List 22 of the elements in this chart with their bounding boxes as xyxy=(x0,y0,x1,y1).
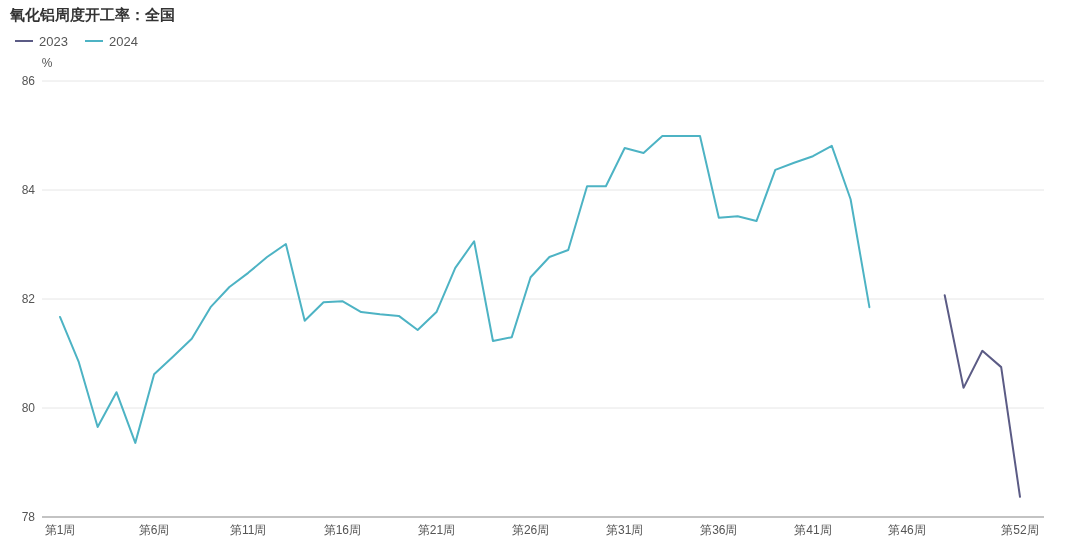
legend-label: 2024 xyxy=(109,34,138,49)
x-tick-label: 第16周 xyxy=(323,523,362,537)
y-tick-label: 84 xyxy=(21,183,36,197)
x-tick-label: 第1周 xyxy=(44,523,76,537)
y-tick-label: 86 xyxy=(21,74,36,88)
x-tick-label: 第21周 xyxy=(417,523,456,537)
x-tick-label: 第36周 xyxy=(700,523,738,537)
line-series xyxy=(59,135,871,444)
y-tick-label: 78 xyxy=(21,510,36,524)
x-tick-label: 第31周 xyxy=(606,523,644,537)
x-tick-label: 第11周 xyxy=(230,523,267,537)
legend-label: 2023 xyxy=(39,34,68,49)
x-tick-label: 第52周 xyxy=(1001,523,1039,537)
line-series xyxy=(943,294,1021,498)
title: 氧化铝周度开工率：全国 xyxy=(10,6,175,23)
y-tick-label: 80 xyxy=(21,401,36,415)
x-tick-label: 第26周 xyxy=(511,523,550,537)
x-tick-label: 第41周 xyxy=(794,523,832,537)
y-axis-title: % xyxy=(41,56,53,70)
y-tick-label: 82 xyxy=(21,292,36,306)
x-tick-label: 第46周 xyxy=(888,523,926,537)
x-tick-label: 第6周 xyxy=(138,523,170,537)
